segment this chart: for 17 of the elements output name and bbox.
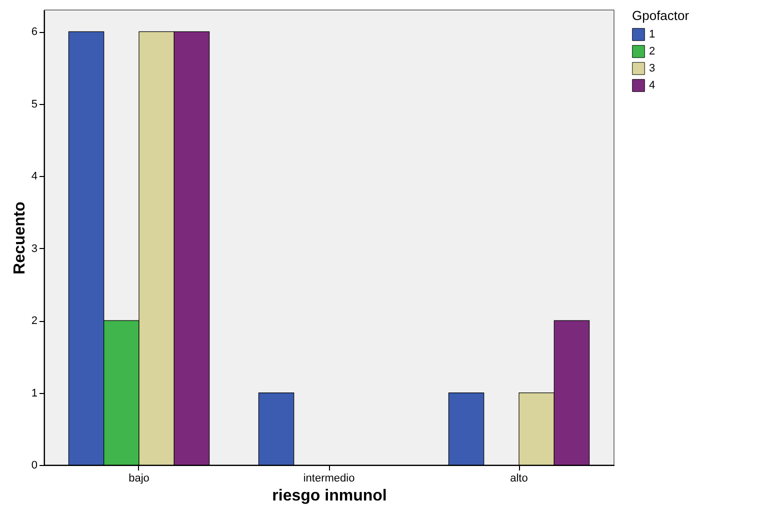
y-tick-label: 0 xyxy=(31,460,38,472)
x-tick-label: intermedio xyxy=(303,472,355,484)
legend-label: 1 xyxy=(649,28,656,40)
y-tick-label: 1 xyxy=(31,387,38,400)
legend-title: Gpofactor xyxy=(632,8,690,23)
y-tick-label: 5 xyxy=(31,98,38,110)
y-tick-label: 6 xyxy=(31,26,38,38)
y-tick-label: 3 xyxy=(31,242,38,255)
x-tick-label: bajo xyxy=(128,472,150,484)
x-axis-title: riesgo inmunol xyxy=(272,488,387,504)
legend-label: 3 xyxy=(649,62,656,74)
x-tick-label: alto xyxy=(510,472,528,484)
y-tick-label: 4 xyxy=(31,170,38,183)
y-tick-label: 2 xyxy=(31,315,38,328)
legend-label: 2 xyxy=(649,46,656,58)
y-axis-title: Recuento xyxy=(11,201,28,274)
legend-label: 4 xyxy=(649,80,656,92)
